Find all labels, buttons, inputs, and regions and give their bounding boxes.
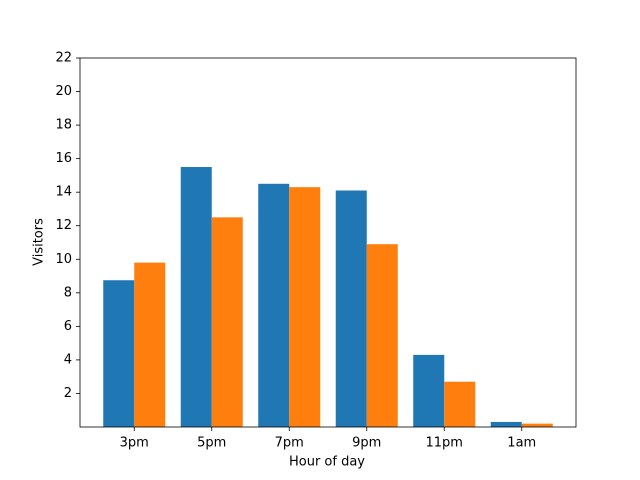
plot-frame (79, 57, 577, 428)
bar (366, 244, 398, 427)
y-tick-label: 10 (55, 252, 72, 267)
y-tick-label: 8 (64, 285, 72, 300)
y-tick-label: 6 (64, 319, 72, 334)
y-tick-label: 18 (55, 118, 72, 133)
y-tick-label: 2 (64, 386, 72, 401)
bar (134, 262, 166, 427)
x-tick-label: 9pm (352, 436, 381, 451)
bar (413, 354, 445, 427)
bar (103, 280, 135, 427)
x-axis-label: Hour of day (289, 455, 365, 470)
y-tick-label: 22 (55, 51, 72, 66)
bar (521, 423, 553, 427)
bar (180, 167, 212, 428)
y-tick-label: 14 (55, 185, 72, 200)
y-tick-label: 12 (55, 218, 72, 233)
y-tick-label: 20 (55, 84, 72, 99)
bar (335, 190, 367, 427)
y-tick-label: 16 (55, 151, 72, 166)
bar (490, 421, 522, 427)
y-axis-label: Visitors (32, 218, 47, 266)
x-tick-label: 3pm (120, 436, 149, 451)
bar (289, 187, 321, 427)
bar (444, 381, 476, 427)
y-tick-label: 4 (64, 352, 72, 367)
x-tick-label: 7pm (275, 436, 304, 451)
bar (211, 217, 243, 427)
bar (258, 183, 290, 427)
x-tick-label: 5pm (197, 436, 226, 451)
x-tick-label: 1am (507, 436, 536, 451)
x-tick-label: 11pm (426, 436, 463, 451)
